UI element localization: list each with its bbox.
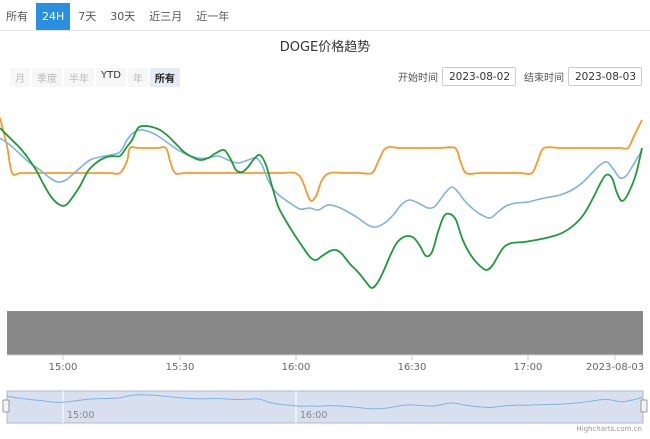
green-price-line (0, 125, 643, 289)
navigator: 15:00 16:00 (2, 390, 648, 424)
range-ytd-button[interactable]: YTD (96, 68, 126, 87)
navigator-label: 16:00 (300, 410, 327, 421)
end-date-label: 结束时间 (524, 73, 564, 84)
x-tick-label: 15:00 (49, 362, 78, 373)
time-range-tabs: 所有 24H 7天 30天 近三月 近一年 (0, 3, 650, 31)
navigator-handle-left[interactable] (2, 399, 10, 413)
volume-bar (7, 311, 643, 355)
date-range-inputs: 开始时间 结束时间 (390, 67, 642, 86)
navigator-series-line (6, 394, 643, 410)
tab-24h[interactable]: 24H (36, 3, 71, 30)
range-year-button[interactable]: 年 (127, 68, 148, 87)
range-halfyear-button[interactable]: 半年 (64, 68, 94, 87)
range-selector: 月 季度 半年 YTD 年 所有 (10, 68, 182, 87)
tab-all[interactable]: 所有 (6, 10, 28, 23)
navigator-handle-right[interactable] (640, 399, 648, 413)
orange-price-line (0, 117, 643, 202)
start-date-input[interactable] (442, 67, 516, 86)
blue-price-line (0, 129, 643, 228)
range-all-button[interactable]: 所有 (149, 68, 180, 87)
navigator-label: 15:00 (67, 410, 94, 421)
plot-lines (0, 117, 643, 289)
x-tick-label: 15:30 (166, 362, 195, 373)
tab-3m[interactable]: 近三月 (149, 10, 183, 23)
range-quarter-button[interactable]: 季度 (32, 68, 62, 87)
x-tick-label: 2023-08-03 (586, 362, 644, 373)
chart-title: DOGE价格趋势 (279, 40, 371, 55)
tab-1y[interactable]: 近一年 (196, 10, 230, 23)
range-month-button[interactable]: 月 (10, 68, 30, 87)
tab-7d[interactable]: 7天 (78, 10, 97, 23)
x-tick-label: 17:00 (514, 362, 543, 373)
tab-30d[interactable]: 30天 (110, 10, 136, 23)
start-date-label: 开始时间 (398, 73, 438, 84)
x-tick-label: 16:00 (282, 362, 311, 373)
chart-credit: Highcharts.com.cn (576, 425, 642, 433)
end-date-input[interactable] (568, 67, 642, 86)
x-axis: 15:00 15:30 16:00 16:30 17:00 2023-08-03 (7, 354, 644, 373)
x-tick-label: 16:30 (398, 362, 427, 373)
